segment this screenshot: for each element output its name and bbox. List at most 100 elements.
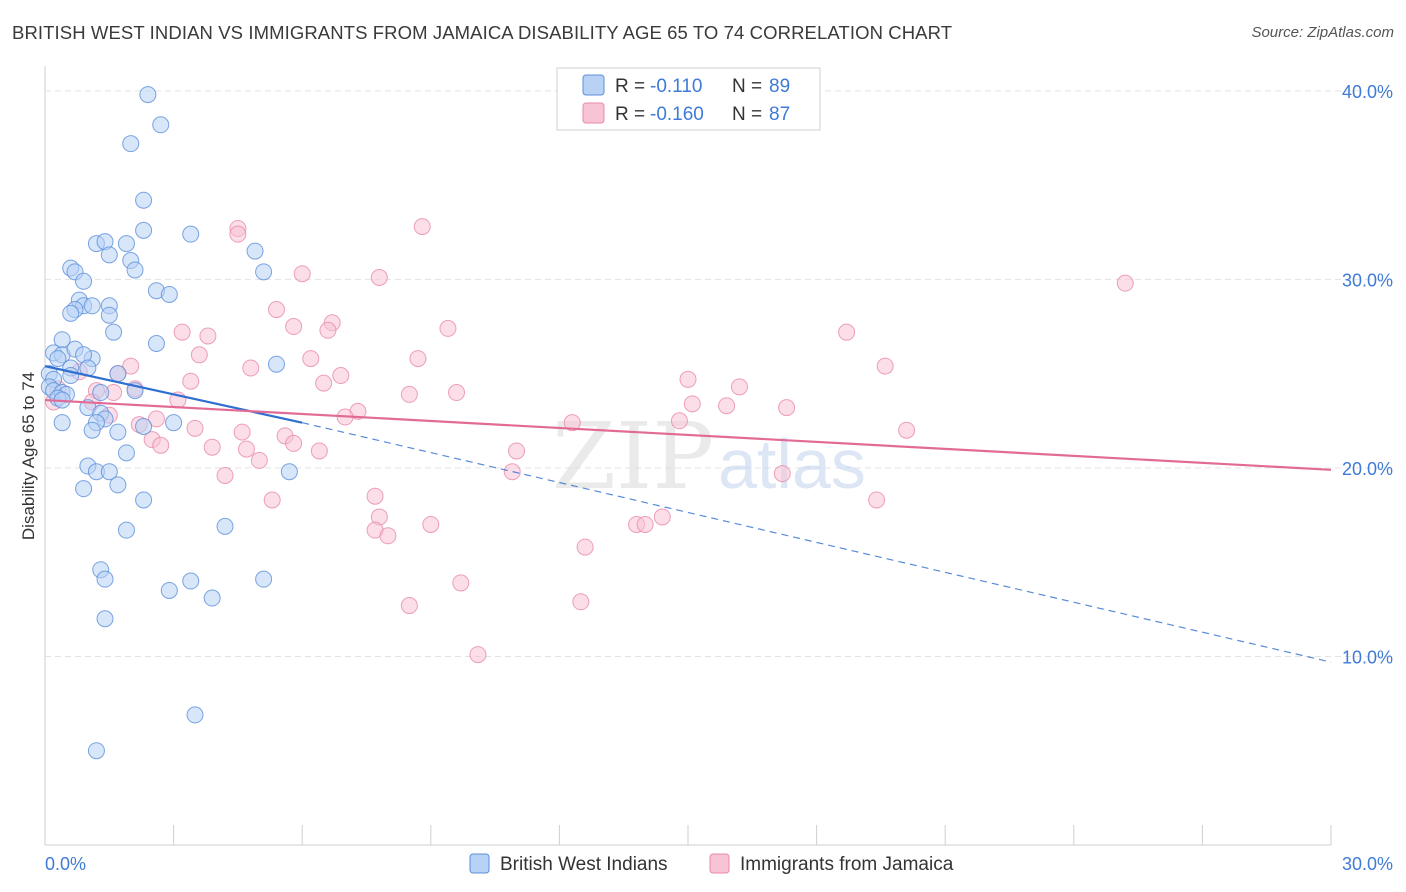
point-immigrant-jamaica — [636, 515, 654, 533]
point-british-west-indian — [152, 116, 170, 134]
point-immigrant-jamaica — [572, 593, 590, 611]
point-british-west-indian — [100, 246, 118, 264]
point-immigrant-jamaica — [838, 323, 856, 341]
point-british-west-indian — [135, 191, 153, 209]
point-british-west-indian — [255, 570, 273, 588]
y-tick-label: 30.0% — [1342, 270, 1393, 290]
point-british-west-indian — [75, 480, 93, 498]
legend-swatch-blue — [582, 74, 605, 96]
point-immigrant-jamaica — [173, 323, 191, 341]
point-british-west-indian — [165, 414, 183, 432]
legend-r-label-1: R = — [615, 76, 645, 97]
point-immigrant-jamaica — [452, 574, 470, 592]
point-british-west-indian — [126, 261, 144, 279]
point-immigrant-jamaica — [576, 538, 594, 556]
point-immigrant-jamaica — [439, 319, 457, 337]
trend-line-british-west-indian-extension — [302, 422, 1332, 663]
point-immigrant-jamaica — [285, 318, 303, 336]
point-immigrant-jamaica — [250, 451, 268, 469]
point-immigrant-jamaica — [400, 385, 418, 403]
point-immigrant-jamaica — [203, 438, 221, 456]
point-immigrant-jamaica — [508, 442, 526, 460]
point-immigrant-jamaica — [293, 265, 311, 283]
point-british-west-indian — [135, 221, 153, 239]
legend-r-label-2: R = — [615, 104, 645, 125]
point-british-west-indian — [117, 521, 135, 539]
point-immigrant-jamaica — [409, 350, 427, 368]
y-tick-label: 10.0% — [1342, 647, 1393, 667]
point-british-west-indian — [267, 355, 285, 373]
point-immigrant-jamaica — [503, 463, 521, 481]
point-immigrant-jamaica — [876, 357, 894, 375]
point-immigrant-jamaica — [233, 423, 251, 441]
point-british-west-indian — [96, 610, 114, 628]
point-british-west-indian — [117, 235, 135, 253]
point-british-west-indian — [182, 572, 200, 590]
point-british-west-indian — [109, 365, 127, 383]
legend-r-value-1: -0.110 — [650, 76, 702, 97]
point-immigrant-jamaica — [379, 527, 397, 545]
chart-title: BRITISH WEST INDIAN VS IMMIGRANTS FROM J… — [12, 22, 953, 43]
y-tick-label: 20.0% — [1342, 459, 1393, 479]
point-british-west-indian — [147, 334, 165, 352]
point-immigrant-jamaica — [237, 440, 255, 458]
point-british-west-indian — [122, 135, 140, 153]
point-british-west-indian — [109, 476, 127, 494]
y-axis-title: Disability Age 65 to 74 — [19, 372, 38, 540]
point-immigrant-jamaica — [370, 269, 388, 287]
point-british-west-indian — [62, 304, 80, 322]
point-british-west-indian — [105, 323, 123, 341]
point-british-west-indian — [203, 589, 221, 607]
series-legend: British West Indians Immigrants from Jam… — [469, 853, 954, 875]
point-immigrant-jamaica — [679, 370, 697, 388]
point-immigrant-jamaica — [315, 374, 333, 392]
point-british-west-indian — [182, 225, 200, 243]
point-british-west-indian — [246, 242, 264, 260]
point-immigrant-jamaica — [122, 357, 140, 375]
point-british-west-indian — [135, 417, 153, 435]
point-british-west-indian — [160, 285, 178, 303]
point-immigrant-jamaica — [868, 491, 886, 509]
point-immigrant-jamaica — [267, 301, 285, 319]
point-immigrant-jamaica — [147, 410, 165, 428]
point-immigrant-jamaica — [653, 508, 671, 526]
series-legend-label-1: British West Indians — [500, 854, 668, 875]
point-british-west-indian — [83, 297, 101, 315]
point-immigrant-jamaica — [199, 327, 217, 345]
point-immigrant-jamaica — [778, 399, 796, 417]
x-tick-label-min: 0.0% — [45, 854, 86, 874]
point-immigrant-jamaica — [332, 367, 350, 385]
point-immigrant-jamaica — [563, 414, 581, 432]
trend-line-immigrant-jamaica — [44, 398, 1332, 471]
trend-line-british-west-indian — [44, 365, 303, 424]
point-british-west-indian — [100, 463, 118, 481]
point-british-west-indian — [87, 742, 105, 760]
trend-lines — [44, 365, 1332, 663]
correlation-legend: R = -0.110 N = 89 R = -0.160 N = 87 — [556, 67, 821, 131]
y-tick-label: 40.0% — [1342, 82, 1393, 102]
legend-n-label-2: N = — [732, 104, 762, 125]
point-immigrant-jamaica — [730, 378, 748, 396]
point-immigrant-jamaica — [302, 350, 320, 368]
legend-n-value-2: 87 — [769, 104, 790, 125]
point-immigrant-jamaica — [186, 419, 204, 437]
series-legend-swatch-blue — [469, 853, 490, 874]
point-immigrant-jamaica — [216, 466, 234, 484]
legend-swatch-pink — [582, 102, 605, 124]
point-immigrant-jamaica — [310, 442, 328, 460]
point-british-west-indian — [160, 581, 178, 599]
point-immigrant-jamaica — [319, 321, 337, 339]
point-immigrant-jamaica — [190, 346, 208, 364]
point-british-west-indian — [135, 491, 153, 509]
series-legend-label-2: Immigrants from Jamaica — [740, 854, 954, 875]
chart-source: Source: ZipAtlas.com — [1251, 24, 1394, 41]
point-immigrant-jamaica — [670, 412, 688, 430]
point-immigrant-jamaica — [422, 515, 440, 533]
point-immigrant-jamaica — [229, 225, 247, 243]
x-tick-label-max: 30.0% — [1342, 854, 1393, 874]
point-immigrant-jamaica — [182, 372, 200, 390]
point-immigrant-jamaica — [683, 395, 701, 413]
legend-n-label-1: N = — [732, 76, 762, 97]
point-british-west-indian — [109, 423, 127, 441]
